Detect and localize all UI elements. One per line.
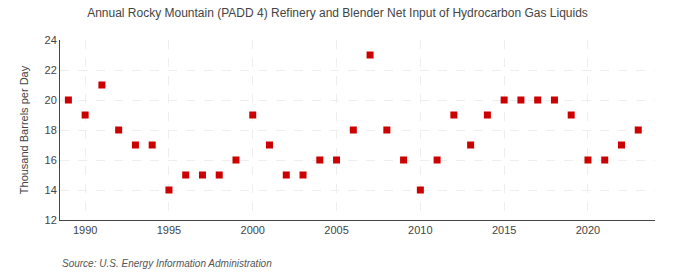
svg-text:2005: 2005 — [324, 224, 348, 236]
svg-text:Thousand Barrels per Day: Thousand Barrels per Day — [18, 65, 30, 194]
svg-text:2015: 2015 — [492, 224, 516, 236]
svg-text:Source: U.S. Energy Informatio: Source: U.S. Energy Information Administ… — [62, 258, 272, 269]
svg-text:22: 22 — [45, 64, 57, 76]
svg-text:16: 16 — [45, 154, 57, 166]
svg-text:12: 12 — [45, 214, 57, 226]
svg-text:14: 14 — [45, 184, 57, 196]
svg-text:Annual Rocky Mountain (PADD 4): Annual Rocky Mountain (PADD 4) Refinery … — [87, 6, 588, 20]
svg-text:2020: 2020 — [576, 224, 600, 236]
svg-text:2010: 2010 — [408, 224, 432, 236]
svg-text:24: 24 — [45, 34, 57, 46]
svg-text:1990: 1990 — [73, 224, 97, 236]
svg-text:1995: 1995 — [157, 224, 181, 236]
svg-text:2000: 2000 — [241, 224, 265, 236]
svg-text:20: 20 — [45, 94, 57, 106]
svg-text:18: 18 — [45, 124, 57, 136]
